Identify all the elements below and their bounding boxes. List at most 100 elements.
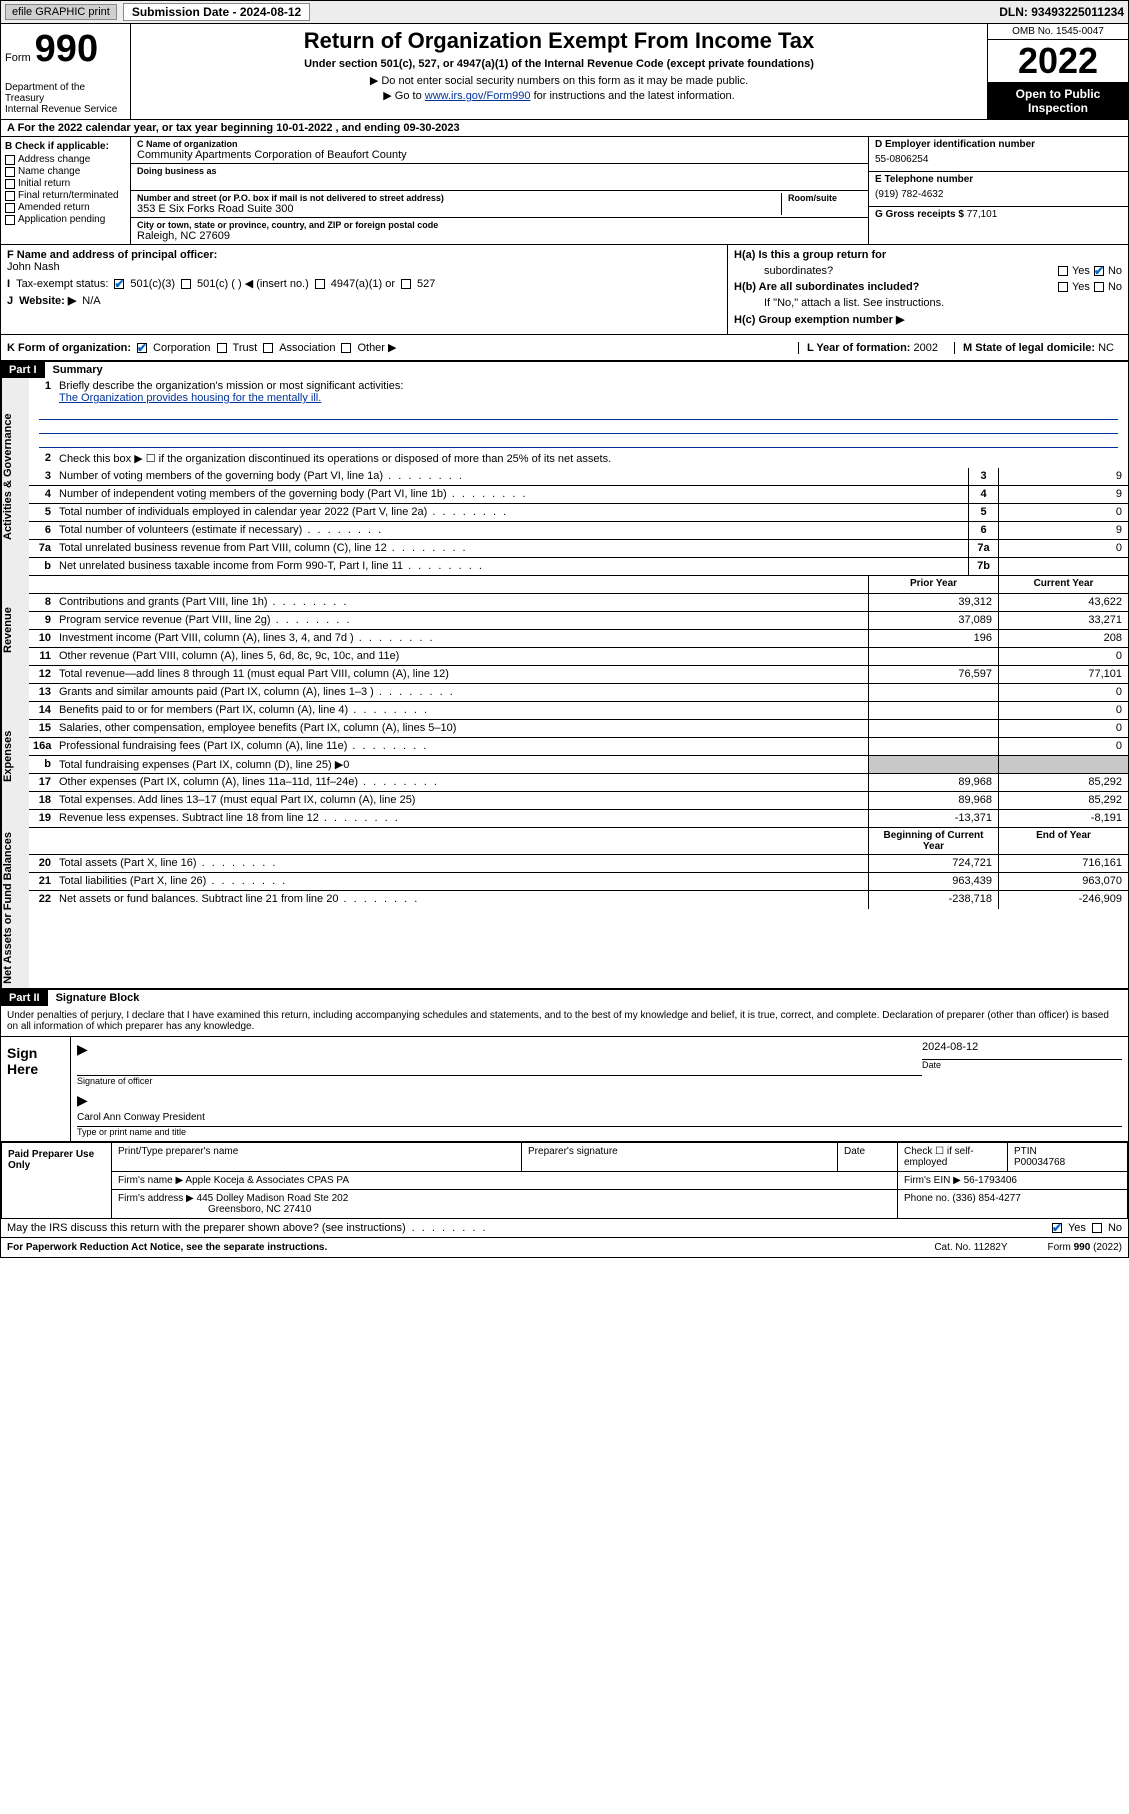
opt-501c3: 501(c)(3) xyxy=(130,278,175,290)
ptin-value: P00034768 xyxy=(1014,1157,1065,1168)
l19-prior: -13,371 xyxy=(868,810,998,827)
m-state: M State of legal domicile: NC xyxy=(954,342,1122,354)
checkbox-501c3-icon[interactable] xyxy=(114,279,124,289)
opt-527: 527 xyxy=(417,278,435,290)
prep-date-cell: Date xyxy=(838,1142,898,1171)
chk-final-return[interactable]: Final return/terminated xyxy=(5,190,126,201)
rowa-mid: , and ending xyxy=(332,122,403,134)
i-label: Tax-exempt status: xyxy=(16,278,108,290)
f-label: F Name and address of principal officer: xyxy=(7,249,217,261)
l19-curr: -8,191 xyxy=(998,810,1128,827)
header-right: OMB No. 1545-0047 2022 Open to Public In… xyxy=(988,24,1128,119)
line-2: 2Check this box ▶ ☐ if the organization … xyxy=(29,450,1128,468)
l16b-text: Total fundraising expenses (Part IX, col… xyxy=(55,756,868,773)
part1-header-row: Part I Summary xyxy=(0,361,1129,378)
vtab-governance: Activities & Governance xyxy=(1,378,29,576)
checkbox-icon[interactable] xyxy=(5,191,15,201)
discuss-yes: Yes xyxy=(1068,1222,1086,1234)
line-16a: 16aProfessional fundraising fees (Part I… xyxy=(29,738,1128,756)
checkbox-icon[interactable] xyxy=(5,167,15,177)
checkbox-corp-icon[interactable] xyxy=(137,343,147,353)
chk-address-change[interactable]: Address change xyxy=(5,154,126,165)
checkbox-527-icon[interactable] xyxy=(401,279,411,289)
org-city: Raleigh, NC 27609 xyxy=(137,230,862,242)
l4-text: Number of independent voting members of … xyxy=(55,486,968,503)
l16a-prior xyxy=(868,738,998,755)
row-a-tax-year: A For the 2022 calendar year, or tax yea… xyxy=(0,120,1129,137)
col-b-checkboxes: B Check if applicable: Address change Na… xyxy=(1,137,131,244)
chk-label: Name change xyxy=(18,166,80,177)
discuss-no: No xyxy=(1108,1222,1122,1234)
chk-amended-return[interactable]: Amended return xyxy=(5,202,126,213)
l1-label: Briefly describe the organization's miss… xyxy=(59,380,403,392)
firm-name-value: Apple Koceja & Associates CPAS PA xyxy=(185,1175,349,1186)
l21-end: 963,070 xyxy=(998,873,1128,890)
checkbox-trust-icon[interactable] xyxy=(217,343,227,353)
checkbox-icon[interactable] xyxy=(5,155,15,165)
mission-link[interactable]: The Organization provides housing for th… xyxy=(59,392,321,404)
col-headers-net: Beginning of Current YearEnd of Year xyxy=(29,828,1128,855)
c-dba-row: Doing business as xyxy=(131,164,868,191)
checkbox-icon[interactable] xyxy=(5,203,15,213)
l16a-curr: 0 xyxy=(998,738,1128,755)
sig-date-label: Date xyxy=(922,1060,1122,1070)
rowa-end: 09-30-2023 xyxy=(403,122,459,134)
checkbox-ha-no-icon[interactable] xyxy=(1094,266,1104,276)
part2-badge: Part II xyxy=(1,990,48,1006)
vtab-net-assets: Net Assets or Fund Balances xyxy=(1,828,29,988)
block-net-assets: Net Assets or Fund Balances Beginning of… xyxy=(1,828,1128,988)
checkbox-other-icon[interactable] xyxy=(341,343,351,353)
c-name-row: C Name of organization Community Apartme… xyxy=(131,137,868,164)
chk-initial-return[interactable]: Initial return xyxy=(5,178,126,189)
form-990-label: Form 990 xyxy=(5,28,126,71)
part2-header-row: Part II Signature Block xyxy=(0,989,1129,1006)
note2-post: for instructions and the latest informat… xyxy=(531,90,735,102)
irs-link[interactable]: www.irs.gov/Form990 xyxy=(425,90,531,102)
l12-text: Total revenue—add lines 8 through 11 (mu… xyxy=(55,666,868,683)
chk-application-pending[interactable]: Application pending xyxy=(5,214,126,225)
line-5: 5Total number of individuals employed in… xyxy=(29,504,1128,522)
form-subtitle: Under section 501(c), 527, or 4947(a)(1)… xyxy=(139,58,979,70)
part1-title: Summary xyxy=(45,362,111,378)
col-headers-rev: Prior YearCurrent Year xyxy=(29,576,1128,594)
header-left: Form 990 Department of the Treasury Inte… xyxy=(1,24,131,119)
l7a-box: 7a xyxy=(968,540,998,557)
j-label: Website: ▶ xyxy=(19,294,76,307)
section-bcd: B Check if applicable: Address change Na… xyxy=(0,137,1129,244)
j-website: JWebsite: ▶ N/A xyxy=(7,294,721,307)
hb-yes: Yes xyxy=(1072,281,1090,293)
l13-prior xyxy=(868,684,998,701)
checkbox-discuss-no-icon[interactable] xyxy=(1092,1223,1102,1233)
checkbox-501c-icon[interactable] xyxy=(181,279,191,289)
line-16b: bTotal fundraising expenses (Part IX, co… xyxy=(29,756,1128,774)
checkbox-discuss-yes-icon[interactable] xyxy=(1052,1223,1062,1233)
paid-preparer-label: Paid Preparer Use Only xyxy=(2,1142,112,1218)
checkbox-hb-yes-icon[interactable] xyxy=(1058,282,1068,292)
self-employed-label: Check ☐ if self-employed xyxy=(904,1146,974,1168)
checkbox-icon[interactable] xyxy=(5,179,15,189)
footer-mid: Cat. No. 11282Y xyxy=(934,1242,1007,1253)
f-officer: F Name and address of principal officer:… xyxy=(7,249,721,273)
checkbox-4947-icon[interactable] xyxy=(315,279,325,289)
prep-sig-cell: Preparer's signature xyxy=(522,1142,838,1171)
checkbox-ha-yes-icon[interactable] xyxy=(1058,266,1068,276)
hc-line: H(c) Group exemption number ▶ xyxy=(734,313,1122,326)
org-address: 353 E Six Forks Road Suite 300 xyxy=(137,203,781,215)
line-10: 10Investment income (Part VIII, column (… xyxy=(29,630,1128,648)
room-label: Room/suite xyxy=(788,193,862,203)
firm-phone-cell: Phone no. (336) 854-4277 xyxy=(898,1189,1128,1218)
col-d-ein: D Employer identification number 55-0806… xyxy=(868,137,1128,244)
checkbox-hb-no-icon[interactable] xyxy=(1094,282,1104,292)
arrow-icon: ▶ xyxy=(77,1092,88,1108)
prep-name-label: Print/Type preparer's name xyxy=(118,1146,238,1157)
l13-text: Grants and similar amounts paid (Part IX… xyxy=(55,684,868,701)
chk-name-change[interactable]: Name change xyxy=(5,166,126,177)
vtab-revenue: Revenue xyxy=(1,576,29,684)
l21-beg: 963,439 xyxy=(868,873,998,890)
l15-text: Salaries, other compensation, employee b… xyxy=(55,720,868,737)
checkbox-assoc-icon[interactable] xyxy=(263,343,273,353)
checkbox-icon[interactable] xyxy=(5,215,15,225)
l6-val: 9 xyxy=(998,522,1128,539)
firm-addr2: Greensboro, NC 27410 xyxy=(118,1204,311,1215)
efile-print-button[interactable]: efile GRAPHIC print xyxy=(5,4,117,20)
